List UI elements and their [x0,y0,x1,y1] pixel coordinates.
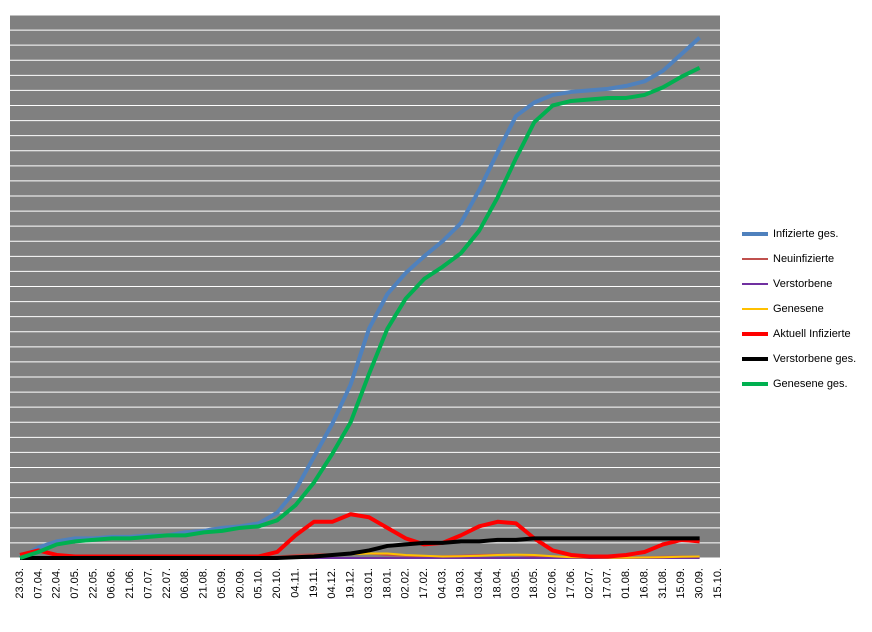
x-tick-label: 17.06. [565,568,577,599]
x-tick-label: 03.04. [473,568,485,599]
x-tick-label: 17.02. [418,568,430,599]
x-tick-label: 02.07. [583,568,595,599]
x-tick-label: 02.06. [547,568,559,599]
x-tick-label: 17.07. [602,568,614,599]
legend-label: Verstorbene ges. [773,353,856,365]
x-tick-label: 19.11. [308,568,320,598]
x-tick-label: 22.04. [51,568,63,599]
x-tick-label: 19.12. [345,568,357,599]
x-tick-label: 30.09. [694,568,706,599]
x-tick-label: 05.10. [253,568,265,599]
legend-label: Genesene ges. [773,378,848,390]
x-tick-label: 02.02. [400,568,412,599]
x-tick-label: 07.05. [69,568,81,599]
x-tick-label: 03.05. [510,568,522,599]
legend-label: Infizierte ges. [773,228,838,240]
x-tick-label: 05.09. [216,568,228,599]
series-line [19,65,701,560]
x-tick-label: 15.09. [675,568,687,599]
x-tick-label: 18.01. [381,568,393,599]
x-tick-label: 04.11. [289,568,301,598]
x-tick-label: 06.08. [179,568,191,599]
x-tick-label: 31.08. [657,568,669,599]
x-tick-label: 07.07. [142,568,154,599]
legend-label: Aktuell Infizierte [773,328,851,340]
x-tick-label: 07.04. [32,568,44,599]
legend-label: Genesene [773,303,824,315]
x-tick-label: 21.06. [124,568,136,599]
x-tick-label: 20.09. [234,568,246,599]
x-tick-label: 19.03. [455,568,467,599]
legend-label: Verstorbene [773,278,832,290]
legend-label: Neuinfizierte [773,253,834,265]
x-tick-label: 06.06. [106,568,118,599]
x-tick-label: 21.08. [198,568,210,599]
x-tick-label: 20.10. [271,568,283,599]
x-tick-label: 03.01. [363,568,375,599]
x-tick-label: 22.07. [161,568,173,599]
x-tick-label: 01.08. [620,568,632,599]
x-tick-label: 16.08. [638,568,650,599]
x-tick-label: 18.04. [491,568,503,599]
series-line [20,536,700,560]
x-tick-label: 23.03. [14,568,26,599]
x-tick-label: 04.03. [436,568,448,599]
x-tick-label: 15.10. [712,568,724,599]
x-tick-label: 04.12. [326,568,338,599]
x-tick-label: 18.05. [528,568,540,599]
x-tick-label: 22.05. [87,568,99,599]
